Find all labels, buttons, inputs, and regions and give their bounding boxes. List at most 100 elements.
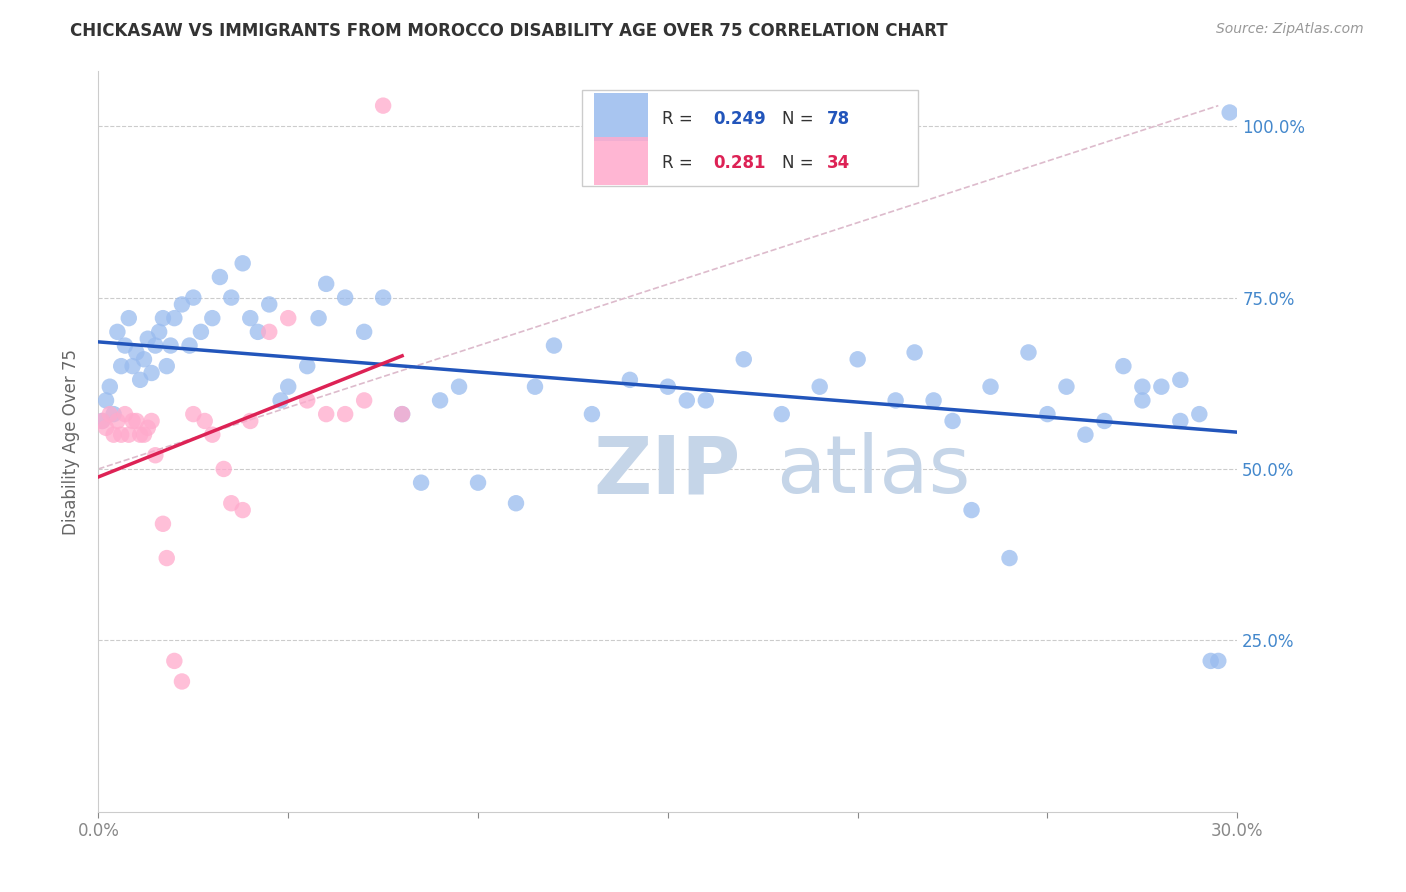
Text: atlas: atlas (776, 432, 970, 510)
Point (1170, 414, 1192, 428)
Point (91, 414, 114, 428)
Point (110, 359, 132, 373)
Point (467, 475, 489, 490)
Point (505, 496, 527, 510)
Point (1219, 105, 1241, 120)
Point (1112, 359, 1135, 373)
Point (183, 291, 205, 305)
Point (1074, 427, 1097, 442)
Point (308, 311, 330, 326)
Point (315, 407, 337, 421)
Point (808, 380, 831, 394)
Point (129, 373, 152, 387)
Point (411, 475, 433, 490)
Point (98, 407, 121, 421)
Point (121, 359, 143, 373)
Point (1094, 414, 1116, 428)
Point (297, 359, 319, 373)
Point (103, 427, 125, 442)
Text: Source: ZipAtlas.com: Source: ZipAtlas.com (1216, 22, 1364, 37)
Point (960, 503, 983, 517)
Point (335, 407, 357, 421)
Text: N =: N = (782, 154, 818, 172)
Point (145, 448, 167, 462)
Text: 78: 78 (827, 110, 851, 128)
Point (152, 311, 174, 326)
Point (190, 325, 212, 339)
Point (391, 407, 413, 421)
Point (125, 345, 148, 359)
Point (524, 380, 547, 394)
Text: 0.249: 0.249 (713, 110, 766, 128)
Point (733, 352, 755, 367)
Point (657, 380, 679, 394)
Point (118, 311, 141, 326)
Point (163, 654, 186, 668)
Point (1150, 380, 1173, 394)
Point (136, 421, 159, 435)
Point (246, 325, 269, 339)
Point (904, 345, 927, 359)
Point (132, 427, 155, 442)
Point (170, 297, 193, 311)
Point (581, 407, 603, 421)
Text: R =: R = (662, 110, 699, 128)
Point (846, 352, 869, 367)
Point (221, 291, 243, 305)
Point (125, 414, 148, 428)
Point (208, 270, 231, 285)
FancyBboxPatch shape (593, 93, 648, 141)
Point (232, 503, 254, 517)
Point (201, 427, 224, 442)
Point (335, 291, 357, 305)
Point (1170, 373, 1192, 387)
Point (114, 407, 136, 421)
Point (429, 393, 451, 408)
Point (110, 427, 132, 442)
Point (118, 427, 141, 442)
Point (695, 393, 717, 408)
Point (107, 325, 129, 339)
FancyBboxPatch shape (593, 137, 648, 186)
Point (194, 414, 217, 428)
Point (277, 380, 299, 394)
Point (94, 393, 117, 408)
Point (315, 277, 337, 291)
Text: 34: 34 (827, 154, 851, 172)
Point (770, 407, 793, 421)
Point (114, 338, 136, 352)
Legend: Chickasaw, Immigrants from Morocco: Chickasaw, Immigrants from Morocco (464, 887, 872, 892)
Point (170, 674, 193, 689)
Point (277, 311, 299, 326)
Point (201, 311, 224, 326)
Point (239, 311, 262, 326)
Point (259, 297, 281, 311)
Point (136, 332, 159, 346)
Text: ZIP: ZIP (593, 432, 741, 510)
Point (141, 366, 163, 380)
Point (98, 380, 121, 394)
Point (676, 393, 699, 408)
Point (121, 414, 143, 428)
Point (103, 407, 125, 421)
Point (159, 338, 181, 352)
Text: CHICKASAW VS IMMIGRANTS FROM MOROCCO DISABILITY AGE OVER 75 CORRELATION CHART: CHICKASAW VS IMMIGRANTS FROM MOROCCO DIS… (70, 22, 948, 40)
Point (353, 325, 375, 339)
Point (91, 414, 114, 428)
Point (152, 516, 174, 531)
Point (979, 380, 1001, 394)
Point (94, 421, 117, 435)
Point (179, 338, 201, 352)
Y-axis label: Disability Age Over 75: Disability Age Over 75 (62, 349, 80, 534)
Point (1132, 380, 1154, 394)
Point (270, 393, 292, 408)
Point (1208, 654, 1230, 668)
Point (922, 393, 945, 408)
FancyBboxPatch shape (582, 90, 918, 186)
Point (449, 380, 471, 394)
Point (371, 291, 394, 305)
Point (232, 256, 254, 270)
Point (1132, 393, 1154, 408)
Text: R =: R = (662, 154, 699, 172)
Point (145, 338, 167, 352)
